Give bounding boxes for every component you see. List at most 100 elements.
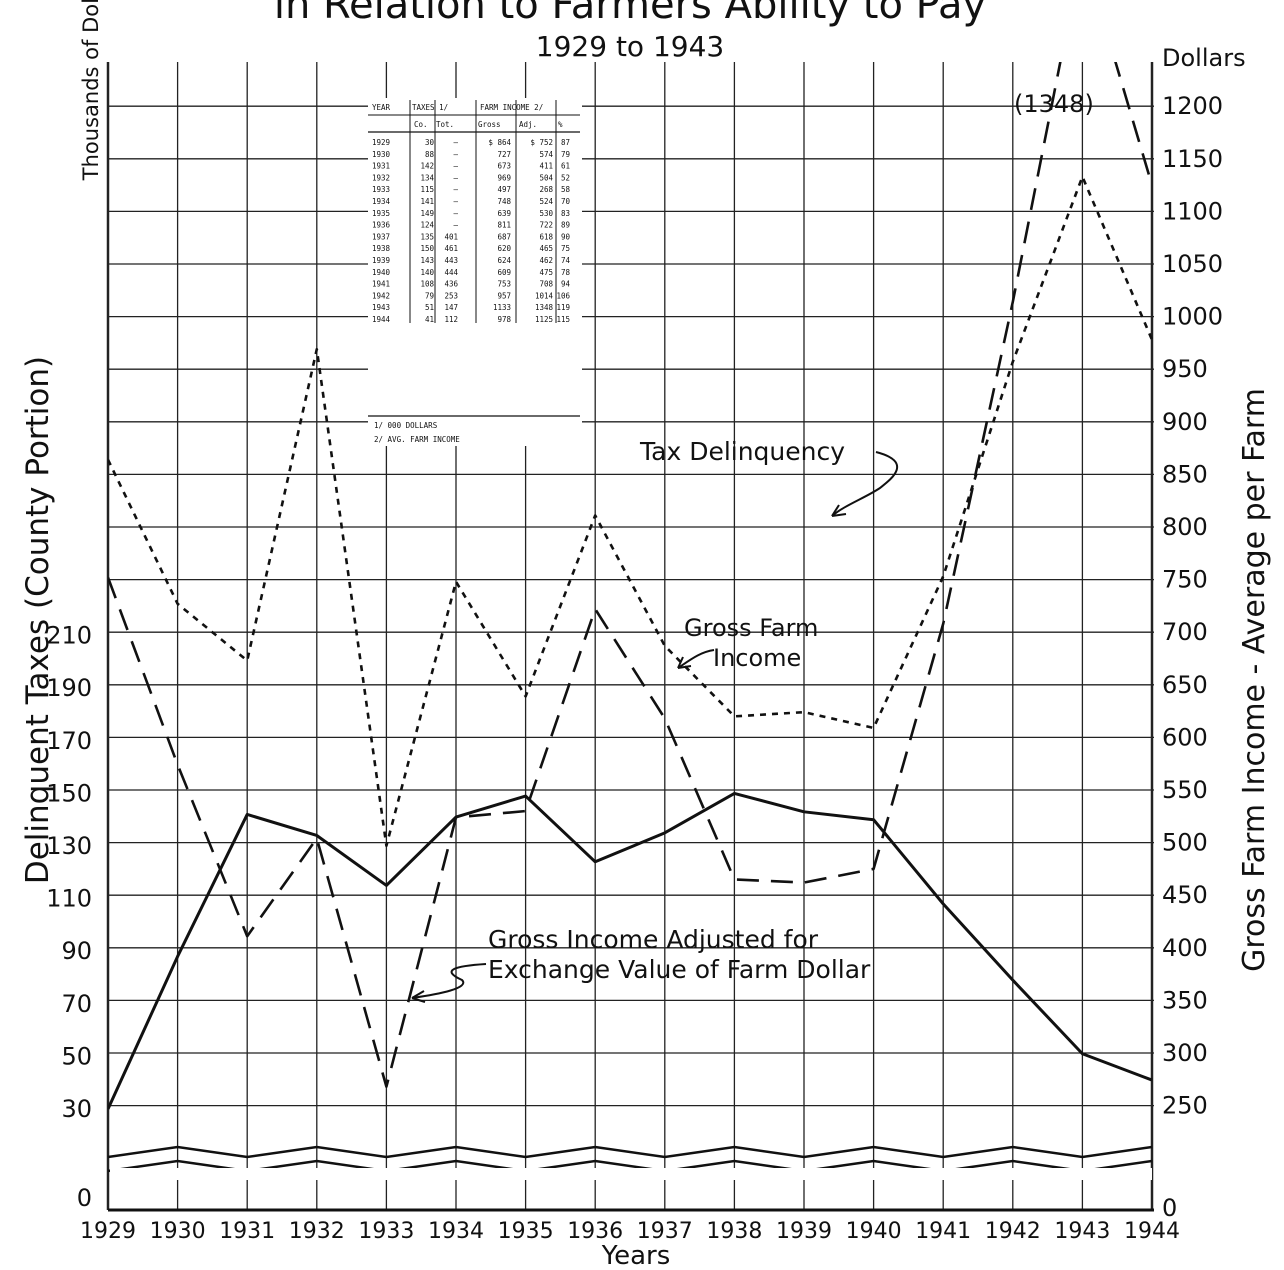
table-cell: 811 (497, 221, 511, 230)
table-cell: 74 (561, 256, 571, 265)
table-cell: — (453, 209, 458, 218)
x-tick-label: 1939 (776, 1219, 832, 1244)
table-cell: 687 (497, 232, 511, 241)
y-right-tick-label: 1100 (1162, 197, 1223, 225)
table-cell: — (453, 162, 458, 171)
y-right-tick-label: 700 (1162, 618, 1208, 646)
y-right-tick-label: 550 (1162, 776, 1208, 804)
table-cell: 30 (425, 138, 435, 147)
tick-labels: 1929 1930 1931 1932 1933 1934 1935 1936 1937 1938… (46, 92, 1223, 1244)
y-left-tick-label: 170 (46, 727, 92, 755)
table-cell: 79 (561, 150, 570, 159)
peak-value-label: (1348) (1014, 90, 1094, 118)
x-tick-label: 1941 (915, 1219, 971, 1244)
x-tick-label: 1933 (358, 1219, 414, 1244)
table-cell: 969 (497, 173, 511, 182)
table-cell: 753 (497, 280, 511, 289)
y-right-tick-label: 300 (1162, 1039, 1208, 1067)
y-right-tick-label: 950 (1162, 355, 1208, 383)
table-cell: 609 (497, 268, 511, 277)
y-right-tick-label: 1150 (1162, 145, 1223, 173)
x-tick-label: 1944 (1124, 1219, 1180, 1244)
table-cell: 1944 (372, 315, 391, 324)
x-tick-label: 1934 (428, 1219, 484, 1244)
series-line-3 (108, 62, 1154, 1088)
table-cell: 134 (420, 173, 434, 182)
table-cell: 444 (444, 268, 458, 277)
table-cell: 58 (561, 185, 571, 194)
table-cell: 708 (539, 280, 553, 289)
y-left-tick-label: 30 (61, 1095, 92, 1123)
table-subheader: Gross (478, 120, 501, 129)
table-cell: 79 (425, 291, 434, 300)
table-cell: 88 (425, 150, 435, 159)
table-cell: $ 752 (530, 138, 553, 147)
table-cell: 411 (539, 162, 553, 171)
table-cell: — (453, 173, 458, 182)
y-left-unit: Thousands of Dollars (79, 0, 103, 181)
table-cell: 61 (561, 162, 570, 171)
chart-title: in Relation to Farmers Ability to Pay (274, 0, 986, 28)
series-lines (108, 62, 1154, 1110)
y-right-unit: Dollars (1162, 44, 1246, 72)
table-subheader: Adj. (519, 120, 537, 129)
y-right-tick-label: 1050 (1162, 250, 1223, 278)
chart-subtitle: 1929 to 1943 (536, 30, 724, 63)
table-cell: 1014 (535, 291, 554, 300)
table-cell: 436 (444, 280, 458, 289)
data-table: YEAR TAXES 1/FARM INCOME 2/Co. Tot. Gross Ad… (368, 98, 582, 446)
table-subheader: % (558, 120, 563, 129)
x-tick-label: 1937 (637, 1219, 693, 1244)
table-cell: 1942 (372, 291, 390, 300)
table-cell: 1929 (372, 138, 390, 147)
table-cell: 574 (539, 150, 553, 159)
y-right-tick-label: 900 (1162, 408, 1208, 436)
table-cell: 504 (539, 173, 553, 182)
table-cell: 141 (420, 197, 434, 206)
table-cell: 462 (539, 256, 553, 265)
table-cell: 957 (497, 291, 511, 300)
y-left-tick-label: 190 (46, 674, 92, 702)
table-cell: 1937 (372, 232, 390, 241)
table-cell: $ 864 (488, 138, 511, 147)
table-cell: 253 (444, 291, 458, 300)
table-header: YEAR (372, 103, 391, 112)
y-right-tick-label: 500 (1162, 829, 1208, 857)
y-right-tick-label: 600 (1162, 723, 1208, 751)
table-cell: 78 (561, 268, 571, 277)
tax-arrow (831, 451, 899, 517)
table-cell: 978 (497, 315, 511, 324)
table-cell: 135 (420, 232, 434, 241)
table-cell: 620 (497, 244, 511, 253)
table-cell: 1939 (372, 256, 390, 265)
table-cell: 673 (497, 162, 511, 171)
table-cell: 70 (561, 197, 571, 206)
table-cell: 722 (539, 221, 553, 230)
table-cell: — (453, 221, 458, 230)
y-left-label: Delinquent Taxes (County Portion) (20, 356, 56, 884)
table-subheader: Tot. (436, 120, 454, 129)
tax-delinquency-label: Tax Delinquency (639, 437, 845, 466)
y-right-tick-label: 850 (1162, 460, 1208, 488)
table-cell: 1931 (372, 162, 390, 171)
x-tick-label: 1943 (1054, 1219, 1110, 1244)
table-cell: 1930 (372, 150, 391, 159)
axis-break-upper (107, 1145, 1153, 1159)
table-cell: 112 (444, 315, 458, 324)
adjusted-arrowhead (411, 990, 426, 1003)
tax-arrowhead (831, 504, 847, 517)
grid (106, 62, 1154, 1212)
table-cell: 83 (561, 209, 570, 218)
y-right-tick-label: 400 (1162, 934, 1208, 962)
table-footnote: 1/ 000 DOLLARS (374, 421, 438, 430)
series-line-2 (108, 175, 1154, 848)
table-cell: 1943 (372, 303, 390, 312)
table-cell: 115 (556, 315, 570, 324)
y-right-tick-label: 1200 (1162, 92, 1223, 120)
x-tick-label: 1942 (985, 1219, 1041, 1244)
table-cell: — (453, 185, 458, 194)
axis-break-lower (107, 1159, 1153, 1173)
table-cell: 90 (561, 232, 571, 241)
